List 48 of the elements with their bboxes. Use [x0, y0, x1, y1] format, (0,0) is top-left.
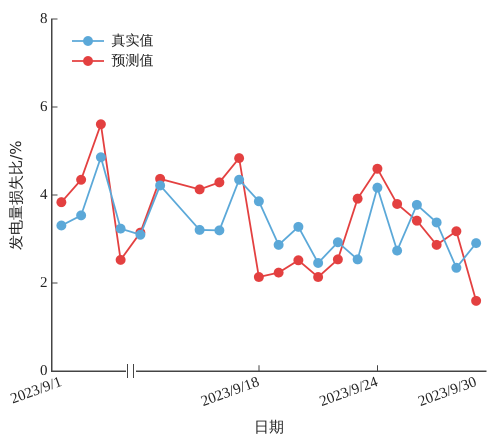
- legend-label: 真实值: [112, 32, 154, 50]
- point: [194, 184, 205, 194]
- point: [313, 272, 324, 282]
- y-tick-label: 4: [40, 187, 48, 204]
- legend-label: 预测值: [112, 52, 154, 70]
- point: [471, 238, 482, 248]
- y-tick-label: 6: [40, 99, 48, 116]
- point: [392, 198, 402, 209]
- point: [155, 180, 166, 190]
- y-tick-label: 2: [40, 275, 48, 292]
- point: [332, 254, 343, 264]
- point: [451, 262, 462, 273]
- point: [412, 216, 422, 226]
- point: [392, 246, 402, 256]
- point: [293, 222, 304, 232]
- point: [234, 174, 244, 185]
- point: [352, 194, 363, 204]
- point: [293, 255, 304, 266]
- point: [432, 217, 442, 228]
- point: [274, 240, 284, 250]
- point: [313, 258, 324, 268]
- point: [451, 226, 462, 236]
- point: [254, 196, 264, 206]
- point: [116, 254, 126, 265]
- y-tick-label: 0: [40, 363, 48, 380]
- point: [96, 119, 106, 130]
- point: [214, 177, 224, 188]
- point: [471, 296, 482, 306]
- point: [194, 224, 205, 235]
- point: [254, 272, 264, 282]
- point: [332, 237, 343, 248]
- point: [56, 220, 66, 231]
- y-axis-title: 发电量损失比/%: [6, 140, 25, 250]
- point: [56, 197, 66, 208]
- point: [432, 240, 442, 250]
- point: [372, 182, 382, 193]
- point: [76, 174, 86, 185]
- point: [214, 225, 224, 236]
- point: [116, 224, 126, 234]
- point: [274, 268, 284, 278]
- point: [352, 254, 363, 264]
- point: [234, 153, 244, 164]
- point: [412, 200, 422, 210]
- point: [372, 164, 382, 174]
- y-tick-label: 8: [40, 10, 48, 27]
- point: [96, 152, 106, 162]
- x-axis-title: 日期: [254, 418, 284, 436]
- point: [76, 210, 86, 220]
